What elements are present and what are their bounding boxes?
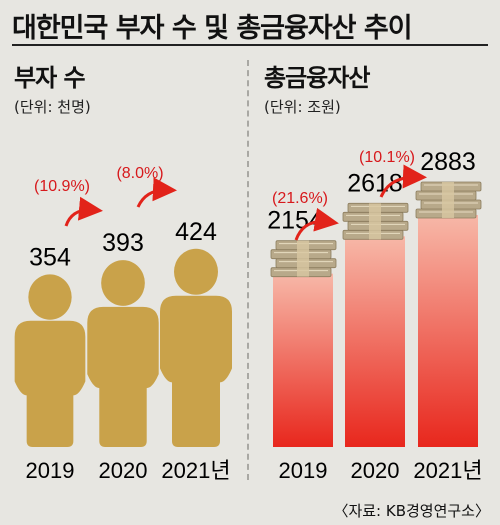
person-group-2 <box>160 248 232 447</box>
bar-assets-2020 <box>345 236 405 447</box>
person-icon <box>160 295 232 447</box>
person-group-1 <box>87 260 159 447</box>
value-label-assets-2021: 2883 <box>420 148 476 176</box>
x-tick-assets-2021: 2021년 <box>413 458 482 483</box>
panel-unit-financial-assets: (단위: 조원) <box>264 98 341 116</box>
chart-title: 대한민국 부자 수 및 총금융자산 추이 <box>12 13 413 44</box>
person-head <box>101 260 145 306</box>
growth-arrow-icon <box>294 207 339 241</box>
value-label-rich-2020: 393 <box>102 229 144 257</box>
panel-title-rich-count: 부자 수 <box>14 64 86 92</box>
x-tick-assets-2019: 2019 <box>279 458 328 483</box>
growth-arrow-icon <box>379 164 427 198</box>
person-icon <box>14 320 86 447</box>
person-icon <box>87 306 159 447</box>
growth-arrow-icon <box>64 196 103 227</box>
value-label-rich-2021: 424 <box>175 218 217 246</box>
growth-label-rich-2020: (10.9%) <box>34 178 90 195</box>
person-head <box>174 248 218 295</box>
panel-unit-rich-count: (단위: 천명) <box>14 98 91 116</box>
growth-label-assets-2021: (10.1%) <box>359 149 415 166</box>
growth-arrow-icon <box>136 177 177 208</box>
money-stack-icon <box>342 202 409 240</box>
growth-label-assets-2020: (21.6%) <box>272 190 328 207</box>
person-group-0 <box>14 274 86 447</box>
bar-assets-2019 <box>273 273 333 447</box>
value-label-rich-2019: 354 <box>29 243 71 271</box>
bar-assets-2021 <box>418 215 478 447</box>
money-stack-icon <box>415 181 482 219</box>
source-note: 〈자료: KB경영연구소〉 <box>333 502 490 520</box>
title-rule <box>12 44 488 46</box>
x-tick-rich-2021: 2021년 <box>161 458 230 483</box>
value-label-assets-2019: 2154 <box>267 207 323 235</box>
x-tick-rich-2020: 2020 <box>99 458 148 483</box>
x-tick-assets-2020: 2020 <box>351 458 400 483</box>
panel-title-financial-assets: 총금융자산 <box>264 64 370 92</box>
person-head <box>28 274 72 320</box>
x-tick-rich-2019: 2019 <box>26 458 75 483</box>
money-stack-icon <box>270 240 337 278</box>
growth-label-rich-2021: (8.0%) <box>116 165 163 182</box>
panel-divider <box>247 60 249 480</box>
